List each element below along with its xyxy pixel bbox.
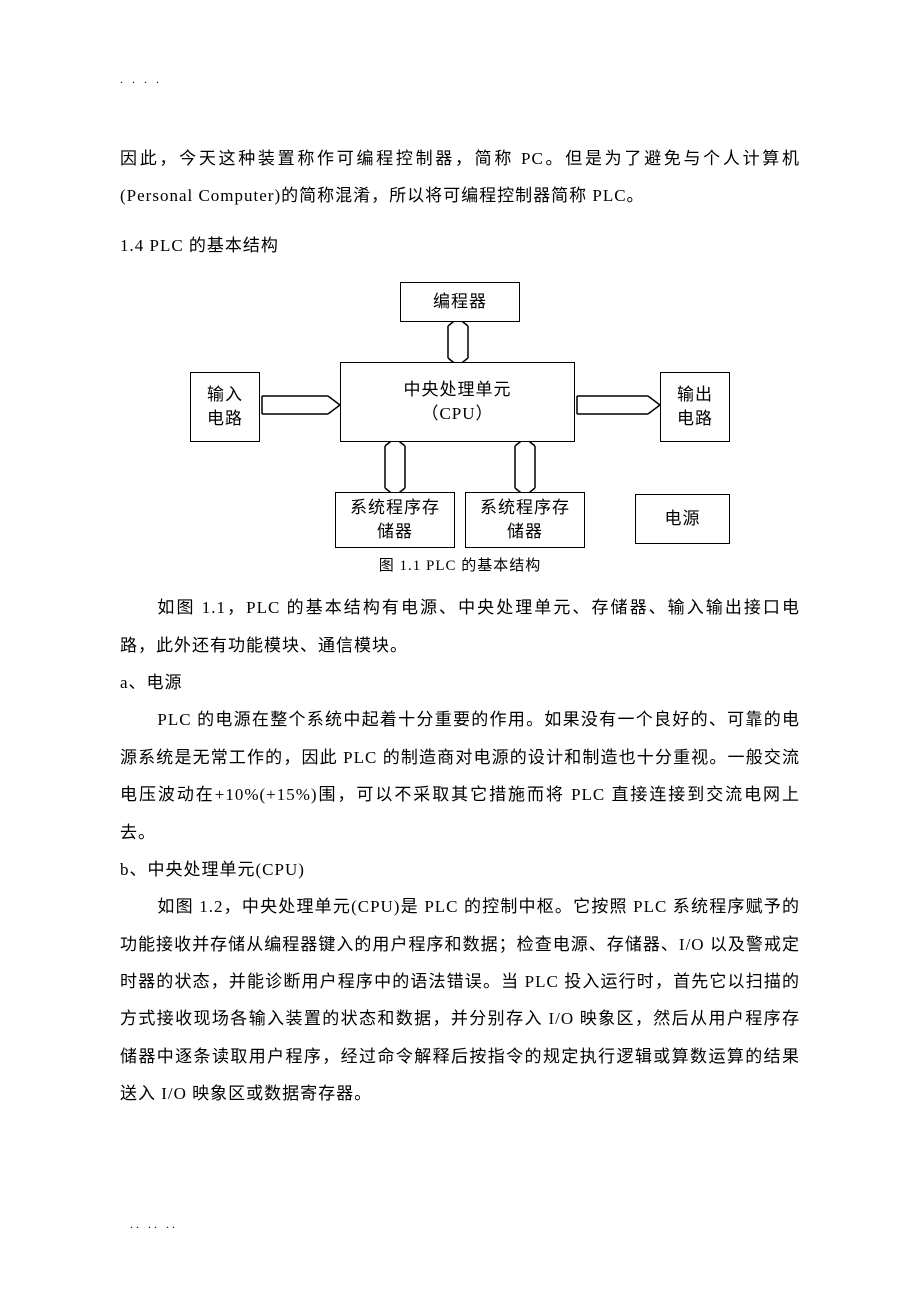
page: . . . . 因此，今天这种装置称作可编程控制器，简称 PC。但是为了避免与个… [0,0,920,1302]
diagram-caption: 图 1.1 PLC 的基本结构 [120,554,800,575]
diagram-node-programmer: 编程器 [400,282,520,322]
subsection-b-heading: b、中央处理单元(CPU) [120,851,800,888]
diagram-node-cpu: 中央处理单元 （CPU） [340,362,575,442]
diagram-node-input: 输入 电路 [190,372,260,442]
subsection-b-text: 如图 1.2，中央处理单元(CPU)是 PLC 的控制中枢。它按照 PLC 系统… [120,888,800,1112]
header-dots: . . . . [120,72,162,87]
plc-structure-diagram: 编程器 输入 电路 中央处理单元 （CPU） 输出 电路 系统程序存 储器 系统… [190,282,730,542]
diagram-node-sysmem1: 系统程序存 储器 [335,492,455,548]
subsection-a-text: PLC 的电源在整个系统中起着十分重要的作用。如果没有一个良好的、可靠的电源系统… [120,701,800,851]
figure-desc-paragraph: 如图 1.1，PLC 的基本结构有电源、中央处理单元、存储器、输入输出接口电路，… [120,589,800,664]
intro-paragraph: 因此，今天这种装置称作可编程控制器，简称 PC。但是为了避免与个人计算机(Per… [120,140,800,215]
diagram-node-power: 电源 [635,494,730,544]
diagram-node-sysmem2: 系统程序存 储器 [465,492,585,548]
diagram-node-output: 输出 电路 [660,372,730,442]
subsection-a-heading: a、电源 [120,664,800,701]
footer-dots: .. .. .. [130,1217,178,1232]
section-heading: 1.4 PLC 的基本结构 [120,227,800,264]
